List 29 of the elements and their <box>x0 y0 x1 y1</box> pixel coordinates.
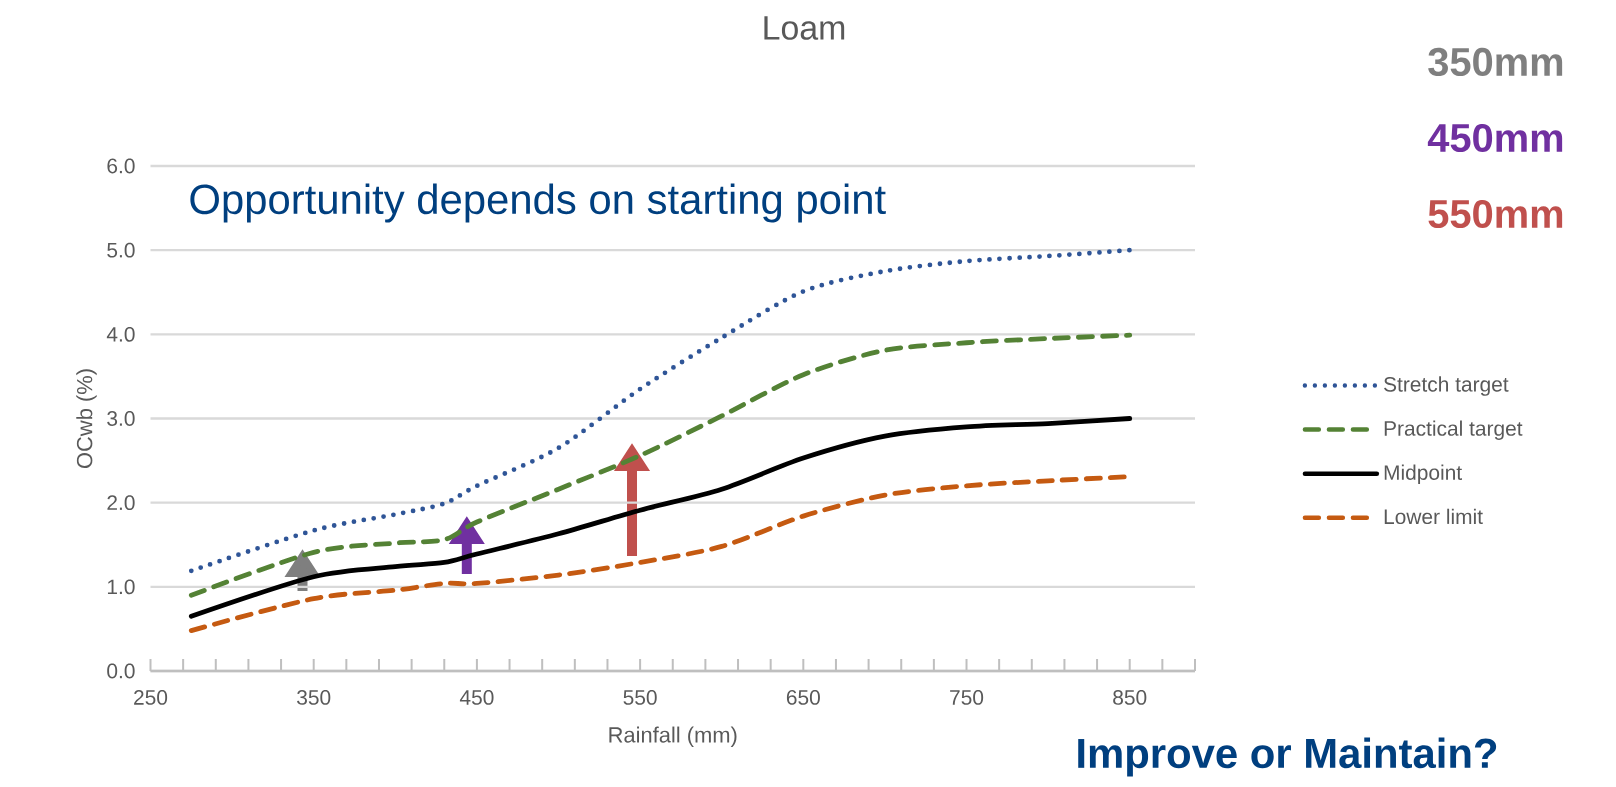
x-tick-label: 450 <box>459 690 494 705</box>
text: 550mm <box>1428 199 1563 229</box>
y-tick-label: 5.0 <box>107 242 135 258</box>
y-tick-label: 3.0 <box>107 411 135 426</box>
x-tick-label: 550 <box>623 690 657 705</box>
y-tick-label: 0.0 <box>107 663 135 679</box>
line-series <box>188 416 1133 619</box>
annotation: Opportunity depends on starting point <box>190 183 886 223</box>
legend-label: Stretch target <box>1384 376 1509 396</box>
text: Improve or Maintain? <box>1078 737 1497 777</box>
y-tick-label: 6.0 <box>107 158 135 174</box>
line-series <box>188 247 1133 574</box>
text: 450mm <box>1427 123 1563 153</box>
y-axis-title: OCwb (%) <box>76 369 97 468</box>
legend-label: Midpoint <box>1384 464 1462 485</box>
x-tick-label: 850 <box>1113 690 1147 705</box>
x-tick-label: 750 <box>950 690 984 705</box>
y-tick-label: 1.0 <box>107 579 135 595</box>
x-axis-title: Rainfall (mm) <box>609 726 737 747</box>
legend-label: Practical target <box>1384 420 1523 440</box>
y-tick-label: 4.0 <box>106 326 135 342</box>
line-series <box>188 332 1133 598</box>
x-tick-label: 650 <box>786 690 820 705</box>
y-tick-label: 2.0 <box>107 495 135 511</box>
text: 350mm <box>1428 47 1563 77</box>
legend-label: Lower limit <box>1384 508 1483 525</box>
chart-title: Loam <box>764 16 845 40</box>
x-tick-label: 250 <box>134 690 168 705</box>
x-tick-label: 350 <box>297 690 331 705</box>
